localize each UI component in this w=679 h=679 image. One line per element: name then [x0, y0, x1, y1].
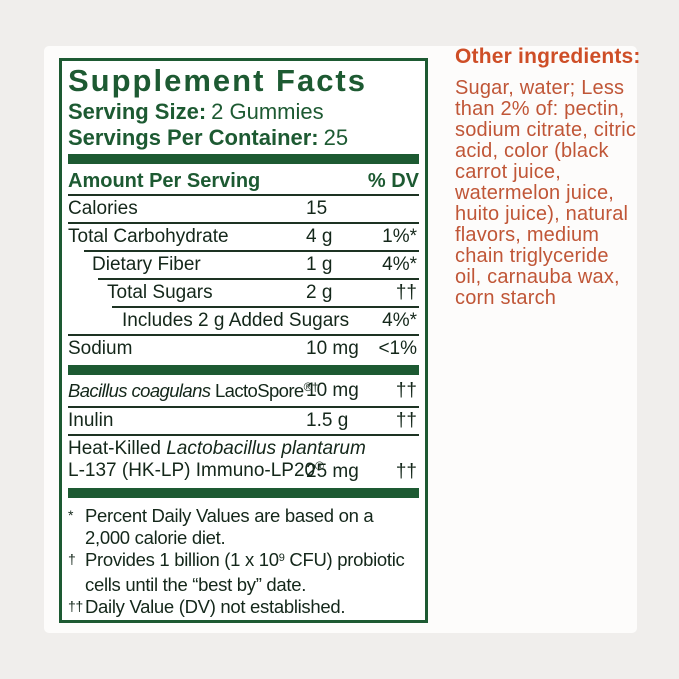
footnote-text: Provides 1 billion (1 x 109 CFU) probiot…: [85, 549, 405, 596]
nutrient-amount: 4 g: [306, 226, 333, 247]
ingredient-name: Inulin: [68, 410, 114, 431]
serving-size-value: 2 Gummies: [211, 99, 324, 124]
nutrient-name: Calories: [68, 198, 138, 219]
serving-size-label: Serving Size:: [68, 99, 207, 124]
nutrient-amount: 10 mg: [306, 338, 359, 359]
nutrient-name: Sodium: [68, 338, 133, 359]
species-name: Bacillus coagulans: [68, 380, 211, 401]
nutrient-amount: 2 g: [306, 282, 333, 303]
row-divider: [84, 250, 419, 252]
ingredient-name: Heat-Killed Lactobacillus plantarum L-13…: [68, 438, 419, 483]
thick-divider-bar: [68, 365, 419, 375]
footnote-marker: *: [68, 507, 74, 523]
fact-row-calories: Calories 15: [68, 196, 419, 222]
nutrient-dv: 1%*: [382, 226, 417, 247]
serving-size-line: Serving Size: 2 Gummies: [68, 99, 419, 125]
servings-per-container-value: 25: [323, 125, 349, 150]
fact-row-total-sugars: Total Sugars 2 g ††: [68, 280, 419, 306]
nutrient-amount: 15: [306, 198, 328, 219]
registered-superscript: ®: [315, 459, 324, 473]
amount-per-serving-header: Amount Per Serving: [68, 170, 261, 192]
thick-divider-bar: [68, 488, 419, 498]
row-divider: [68, 406, 419, 408]
ingredient-name-prefix: Heat-Killed: [68, 438, 167, 459]
footnote-marker: ††: [68, 598, 83, 614]
nutrient-name: Includes 2 g Added Sugars: [122, 310, 350, 331]
other-ingredients-heading: Other ingredients:: [455, 45, 641, 68]
percent-dv-header: % DV: [367, 170, 419, 192]
footnotes: * Percent Daily Values are based on a 2,…: [68, 501, 419, 618]
exponent-superscript: 9: [278, 552, 285, 564]
label-card: Supplement Facts Serving Size: 2 Gummies …: [44, 46, 637, 633]
ingredient-name-line2: L-137 (HK-LP) Immuno-LP20: [68, 460, 316, 481]
brand-name: LactoSpore: [210, 380, 304, 401]
footnote-daily-values: * Percent Daily Values are based on a 2,…: [68, 505, 419, 549]
nutrient-name: Dietary Fiber: [92, 254, 201, 275]
footnote-text: Daily Value (DV) not established.: [85, 596, 346, 617]
fact-row-added-sugars: Includes 2 g Added Sugars 4%*: [68, 308, 419, 334]
trademark-superscript: ®†: [303, 380, 319, 394]
fact-row-total-carbohydrate: Total Carbohydrate 4 g 1%*: [68, 224, 419, 250]
nutrient-dv: ††: [395, 282, 417, 303]
footnote-text-post: CFU) probiotic cells until the “best by”…: [85, 549, 405, 595]
nutrient-dv: <1%: [378, 338, 417, 359]
footnote-marker: †: [68, 551, 76, 567]
thick-divider-bar: [68, 154, 419, 164]
ingredient-amount: 10 mg: [306, 380, 359, 401]
footnote-dv-not-established: †† Daily Value (DV) not established.: [68, 596, 419, 618]
ingredient-dv: ††: [395, 380, 417, 401]
footnote-probiotic-cells: † Provides 1 billion (1 x 109 CFU) probi…: [68, 549, 419, 596]
nutrient-name: Total Carbohydrate: [68, 226, 229, 247]
fact-row-dietary-fiber: Dietary Fiber 1 g 4%*: [68, 252, 419, 278]
table-header-row: Amount Per Serving % DV: [68, 167, 419, 196]
servings-per-container-label: Servings Per Container:: [68, 125, 319, 150]
nutrient-dv: 4%*: [382, 310, 417, 331]
row-divider: [112, 306, 419, 308]
ingredient-dv: ††: [395, 461, 417, 482]
supplement-facts-title: Supplement Facts: [68, 63, 367, 98]
fact-row-lactospore: Bacillus coagulans LactoSpore®† 10 mg ††: [68, 378, 419, 406]
row-divider: [68, 334, 419, 336]
other-ingredients-list: Sugar, water; Less than 2% of: pectin, s…: [455, 77, 637, 309]
nutrient-name: Total Sugars: [107, 282, 213, 303]
nutrient-amount: 1 g: [306, 254, 333, 275]
supplement-facts-panel: Supplement Facts Serving Size: 2 Gummies …: [59, 58, 428, 623]
ingredient-name: Bacillus coagulans LactoSpore®†: [68, 380, 319, 401]
ingredient-amount: 1.5 g: [306, 410, 349, 431]
species-name: Lactobacillus plantarum: [166, 438, 366, 459]
fact-row-hklp: Heat-Killed Lactobacillus plantarum L-13…: [68, 436, 419, 485]
row-divider: [68, 222, 419, 224]
row-divider: [98, 278, 419, 280]
ingredient-dv: ††: [395, 410, 417, 431]
other-ingredients-section: Other ingredients: Sugar, water; Less th…: [455, 45, 660, 309]
nutrient-dv: 4%*: [382, 254, 417, 275]
fact-row-inulin: Inulin 1.5 g ††: [68, 408, 419, 434]
footnote-text: Percent Daily Values are based on a 2,00…: [85, 505, 374, 548]
row-divider: [68, 434, 419, 436]
footnote-text-pre: Provides 1 billion (1 x 10: [85, 549, 279, 570]
ingredient-amount: 25 mg: [306, 461, 359, 482]
fact-row-sodium: Sodium 10 mg <1%: [68, 336, 419, 362]
servings-per-container-line: Servings Per Container: 25: [68, 125, 419, 151]
